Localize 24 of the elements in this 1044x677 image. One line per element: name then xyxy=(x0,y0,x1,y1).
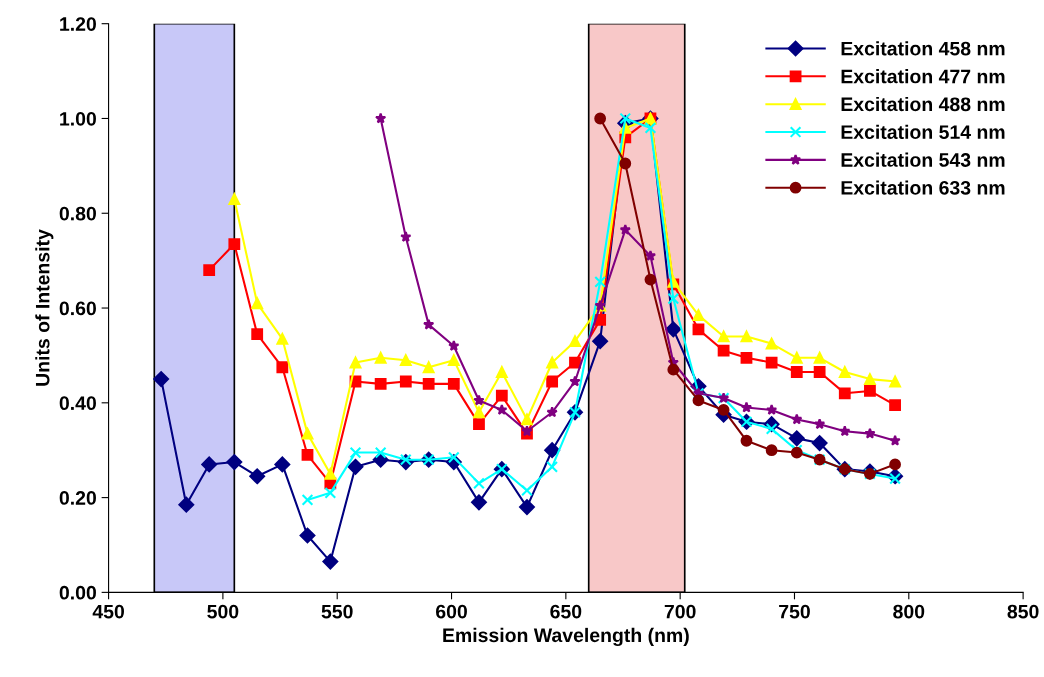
x-tick-label: 700 xyxy=(664,604,696,619)
y-tick-label: 1.00 xyxy=(60,111,96,126)
y-tick-label: 0.00 xyxy=(59,585,96,600)
legend-label: Excitation 488 nm xyxy=(841,96,1005,112)
legend-label: Excitation 514 nm xyxy=(841,124,1005,140)
x-tick-label: 650 xyxy=(550,604,582,619)
y-tick-label: 0.40 xyxy=(59,396,96,411)
legend-label: Excitation 633 nm xyxy=(841,180,1005,195)
x-tick-label: 550 xyxy=(321,604,353,619)
x-tick-label: 800 xyxy=(893,604,925,619)
legend-label: Excitation 458 nm xyxy=(841,41,1005,56)
x-tick-label: 450 xyxy=(92,604,124,619)
y-tick-label: 1.20 xyxy=(60,17,96,31)
x-tick-label: 850 xyxy=(1007,604,1039,619)
legend-label: Excitation 543 nm xyxy=(841,152,1005,167)
x-tick-label: 600 xyxy=(436,604,467,619)
x-tick-label: 500 xyxy=(207,604,239,619)
y-axis-title: Units of Intensity xyxy=(35,229,54,386)
x-tick-label: 750 xyxy=(779,604,810,619)
x-axis-title: Emission Wavelength (nm) xyxy=(443,627,689,647)
y-tick-label: 0.20 xyxy=(59,491,96,505)
legend-label: Excitation 477 nm xyxy=(841,69,1005,84)
y-tick-label: 0.80 xyxy=(59,206,96,221)
y-tick-label: 0.60 xyxy=(59,301,96,316)
